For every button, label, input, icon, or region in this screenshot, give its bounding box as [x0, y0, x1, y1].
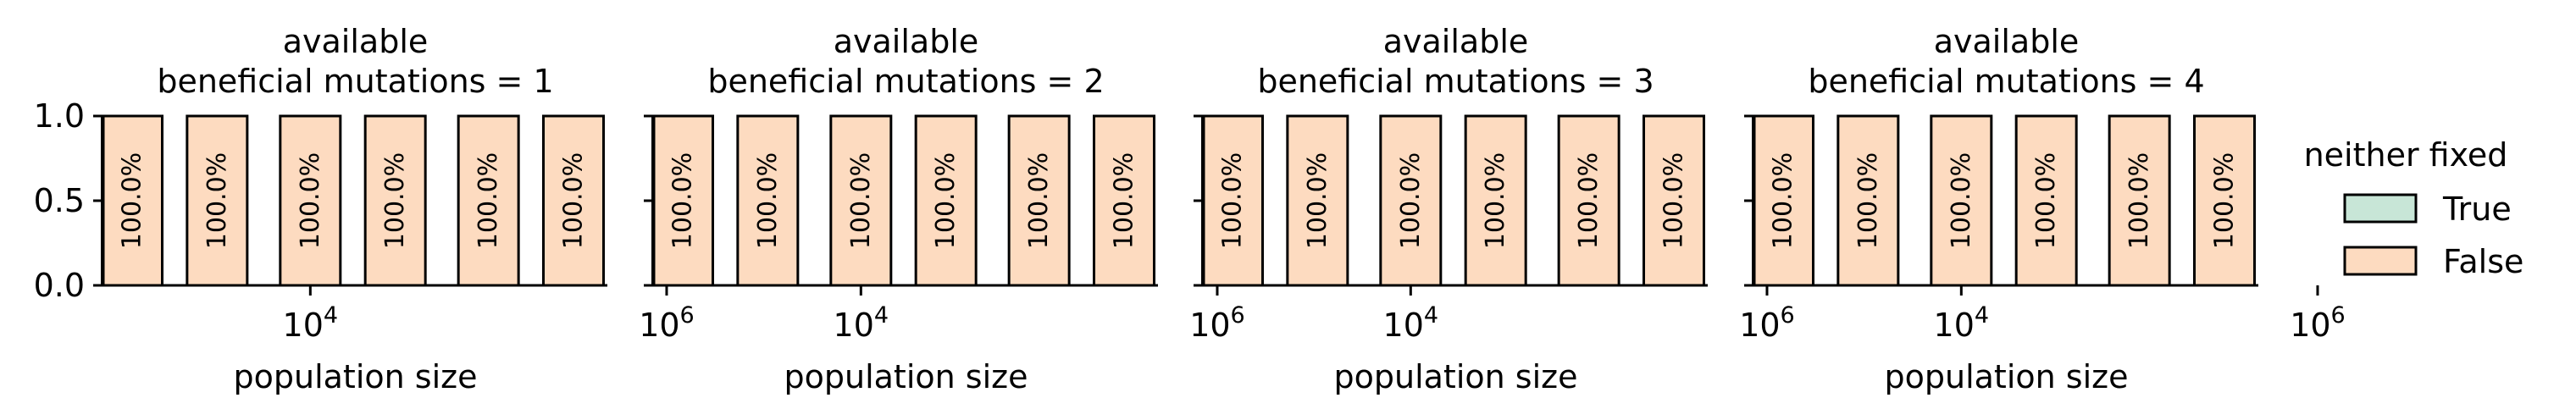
x-tick-label: 104 [834, 302, 889, 344]
bar-label: 100.0% [668, 152, 698, 249]
bar-false [2014, 114, 2078, 287]
bar-label: 100.0% [753, 152, 783, 249]
legend-title: neither fixed [2304, 136, 2508, 174]
bar-false [2108, 114, 2171, 287]
legend-label-false: False [2443, 243, 2523, 280]
panel-title-line1: available [1383, 23, 1529, 60]
x-tick-label: 106 [2290, 302, 2346, 344]
bar-label: 100.0% [846, 152, 876, 249]
panel-title-line2: beneficial mutations = 3 [1257, 63, 1654, 100]
bar-false [2193, 114, 2256, 287]
bar-label: 100.0% [559, 152, 589, 249]
bar-false [736, 114, 800, 287]
bar-label: 100.0% [2031, 152, 2061, 249]
x-axis-label: population size [1885, 358, 2129, 395]
bar-label: 100.0% [1303, 152, 1332, 249]
bar-false [1007, 114, 1071, 287]
x-tick-label: 106 [1739, 302, 1795, 344]
x-tick-label: 106 [639, 302, 695, 344]
bar-false [186, 114, 249, 287]
bar-label: 100.0% [1481, 152, 1510, 249]
bar-label: 100.0% [474, 152, 503, 249]
x-axis-label: population size [234, 358, 478, 395]
panel-title-line1: available [834, 23, 979, 60]
y-tick-label: 0.5 [34, 182, 85, 219]
bar-false [542, 114, 605, 287]
panel-title-line1: available [1934, 23, 2080, 60]
bar-label: 100.0% [1574, 152, 1604, 249]
bar-label: 100.0% [118, 152, 147, 249]
x-tick-label: 104 [283, 302, 339, 344]
bar-label: 100.0% [1024, 152, 1054, 249]
panel-title-line2: beneficial mutations = 1 [157, 63, 553, 100]
bar-label: 100.0% [1396, 152, 1426, 249]
bar-label: 100.0% [2210, 152, 2240, 249]
x-axis-label: population size [784, 358, 1028, 395]
bar-label: 100.0% [296, 152, 325, 249]
bar-label: 100.0% [1218, 152, 1248, 249]
panel-title-line2: beneficial mutations = 4 [1808, 63, 2204, 100]
legend: neither fixed True False [2304, 136, 2524, 280]
bar-label: 100.0% [380, 152, 410, 249]
bar-false [363, 114, 427, 287]
bar-label: 100.0% [1110, 152, 1139, 249]
legend-swatch-false [2343, 246, 2418, 276]
x-tick-label: 106 [1189, 302, 1245, 344]
legend-swatch-true [2343, 193, 2418, 224]
panel-title-line2: beneficial mutations = 2 [707, 63, 1104, 100]
x-axis-label: population size [1334, 358, 1578, 395]
panel-title-line1: available [283, 23, 429, 60]
bar-label: 100.0% [1853, 152, 1883, 249]
y-tick-label: 1.0 [34, 97, 85, 135]
bar-false [1093, 114, 1155, 287]
bar-false [1379, 114, 1443, 287]
bar-false [1836, 114, 1900, 287]
bar-false [1464, 114, 1527, 287]
bar-label: 100.0% [2125, 152, 2154, 249]
bar-label: 100.0% [931, 152, 961, 249]
bar-label: 100.0% [1947, 152, 1976, 249]
x-tick-label: 104 [1934, 302, 1990, 344]
bar-label: 100.0% [202, 152, 232, 249]
bar-false [914, 114, 978, 287]
bar-false [651, 114, 714, 287]
bar-label: 100.0% [1769, 152, 1798, 249]
legend-label-true: True [2442, 191, 2512, 228]
bar-label: 100.0% [1659, 152, 1689, 249]
y-tick-label: 0.0 [34, 267, 85, 304]
x-tick-label: 104 [1383, 302, 1439, 344]
